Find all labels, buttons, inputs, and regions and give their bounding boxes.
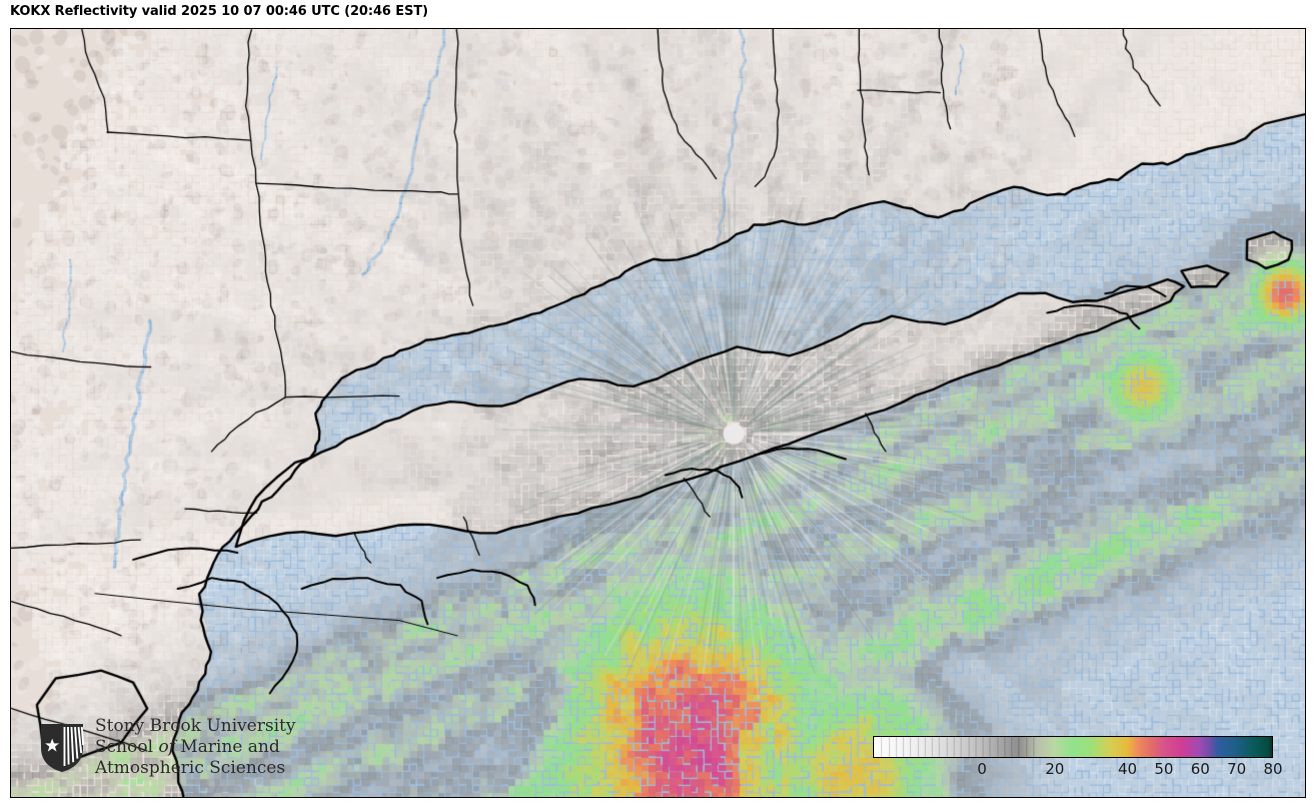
- radar-reflectivity-map[interactable]: [11, 29, 1305, 797]
- colorbar-tick-70: 70: [1227, 760, 1247, 778]
- colorbar-canvas: [874, 737, 1272, 757]
- colorbar-tick-0: 0: [977, 760, 987, 778]
- colorbar-tick-80: 80: [1263, 760, 1283, 778]
- colorbar-tick-20: 20: [1045, 760, 1065, 778]
- reflectivity-colorbar: 0 20 40 50 60 70 80: [873, 736, 1283, 792]
- colorbar-tick-40: 40: [1117, 760, 1138, 778]
- colorbar-tick-50: 50: [1154, 760, 1174, 778]
- radar-map-panel[interactable]: Stony Brook University School of Marine …: [10, 28, 1306, 798]
- page-title: KOKX Reflectivity valid 2025 10 07 00:46…: [10, 4, 429, 19]
- colorbar-gradient-box: [873, 736, 1273, 758]
- title-bar: KOKX Reflectivity valid 2025 10 07 00:46…: [0, 0, 1316, 28]
- colorbar-tick-60: 60: [1190, 760, 1210, 778]
